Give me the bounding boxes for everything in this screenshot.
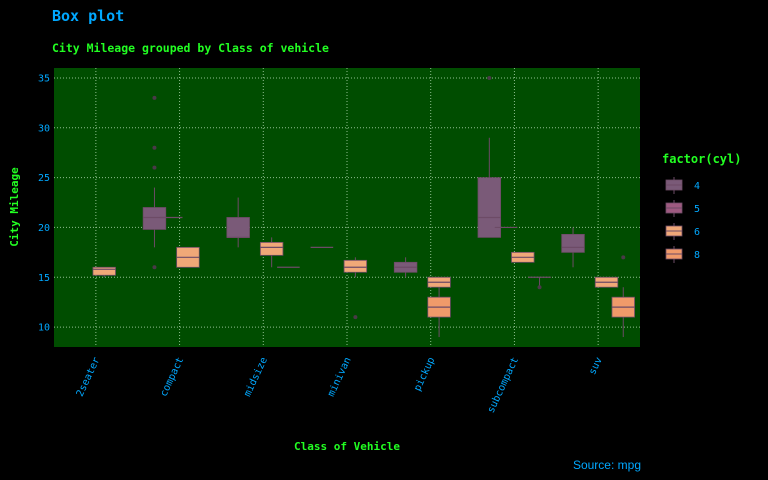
y-tick-label: 25 — [38, 173, 50, 184]
outlier-point — [353, 315, 358, 320]
x-tick-label: minivan — [326, 356, 354, 399]
box-6-minivan — [343, 257, 368, 320]
box-6-suv — [594, 276, 619, 288]
legend-item-8: 8 — [665, 246, 700, 263]
box-8-pickup — [427, 287, 451, 338]
box-series — [92, 75, 635, 338]
y-tick-label: 20 — [38, 223, 50, 234]
box-iqr — [259, 241, 284, 256]
box-4-compact — [142, 95, 167, 270]
box-iqr — [561, 234, 585, 253]
y-tick-label: 10 — [38, 323, 50, 334]
legend-title: factor(cyl) — [662, 152, 741, 166]
y-tick-label: 35 — [38, 73, 50, 84]
x-tick-label: subcompact — [486, 356, 521, 415]
legend-item-6: 6 — [665, 223, 700, 240]
box-6-compact — [176, 246, 200, 268]
legend-label: 8 — [694, 250, 700, 261]
legend-item-4: 4 — [665, 177, 700, 194]
box-6-2seater — [92, 266, 116, 278]
box-iqr — [142, 207, 167, 230]
outlier-point — [152, 95, 157, 100]
outlier-point — [152, 145, 157, 150]
y-axis-ticks: 10 15 20 25 30 35 — [38, 73, 50, 333]
legend: factor(cyl) 4 5 6 8 — [662, 152, 741, 263]
box-6-midsize — [259, 237, 284, 268]
legend-label: 5 — [694, 204, 700, 215]
box-8-suv — [611, 255, 635, 338]
outlier-point — [152, 265, 157, 270]
legend-item-5: 5 — [665, 200, 700, 217]
x-tick-label: pickup — [412, 356, 437, 393]
box-4-midsize — [226, 197, 250, 248]
legend-label: 4 — [694, 181, 700, 192]
legend-label: 6 — [694, 227, 700, 238]
box-iqr — [226, 217, 250, 238]
x-axis-label: Class of Vehicle — [294, 440, 400, 453]
box-iqr — [343, 259, 368, 273]
box-iqr — [477, 177, 502, 238]
box-6-subcompact — [511, 251, 535, 263]
chart-subtitle: City Mileage grouped by Class of vehicle — [52, 41, 329, 55]
outlier-point — [152, 165, 157, 170]
outlier-point — [621, 255, 626, 260]
box-4-suv — [561, 227, 585, 268]
y-tick-label: 30 — [38, 123, 50, 134]
box-4-pickup — [393, 257, 418, 278]
box-6-pickup — [427, 276, 451, 288]
box-4-subcompact — [477, 75, 502, 238]
y-axis-label: City Mileage — [8, 167, 21, 247]
chart-title: Box plot — [52, 7, 124, 25]
x-tick-label: 2seater — [75, 356, 103, 399]
outlier-point — [537, 285, 542, 290]
box-iqr — [92, 266, 116, 276]
outlier-point — [487, 75, 492, 80]
caption: Source: mpg — [573, 458, 641, 472]
box-8-subcompact — [528, 276, 551, 290]
x-tick-label: midsize — [242, 356, 270, 399]
x-tick-label: suv — [587, 356, 605, 377]
y-tick-label: 15 — [38, 273, 50, 284]
x-tick-label: compact — [159, 356, 187, 399]
x-axis-ticks: 2seater compact midsize minivan pickup subcom… — [75, 356, 605, 415]
